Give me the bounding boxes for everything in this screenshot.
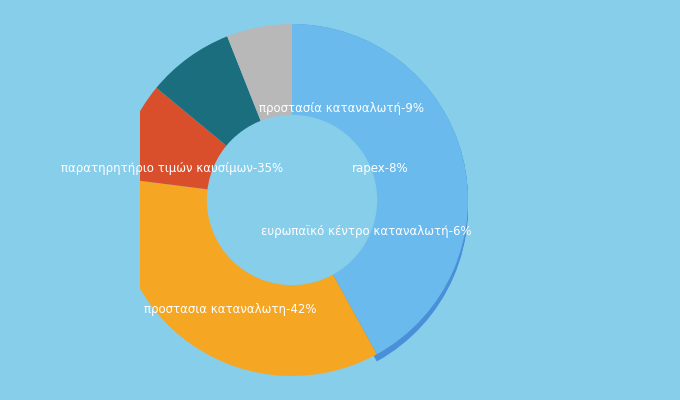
Text: ευρωπαϊκό κέντρο καταναλωτή-6%: ευρωπαϊκό κέντρο καταναλωτή-6%: [260, 225, 471, 238]
Wedge shape: [292, 26, 468, 356]
Text: προστασία καταναλωτή-9%: προστασία καταναλωτή-9%: [259, 102, 424, 115]
Wedge shape: [292, 24, 468, 354]
Text: rapex-8%: rapex-8%: [352, 162, 408, 175]
Wedge shape: [116, 178, 377, 376]
Wedge shape: [156, 36, 261, 146]
Wedge shape: [292, 28, 468, 358]
Wedge shape: [118, 88, 227, 190]
Wedge shape: [292, 31, 468, 362]
Wedge shape: [292, 30, 468, 360]
Wedge shape: [227, 24, 292, 122]
Wedge shape: [292, 27, 468, 357]
Text: προστασια καταναλωτη-42%: προστασια καταναλωτη-42%: [144, 303, 317, 316]
Circle shape: [207, 116, 377, 284]
Text: παρατηρητήριο τιμών καυσίμων-35%: παρατηρητήριο τιμών καυσίμων-35%: [61, 162, 284, 175]
Wedge shape: [292, 29, 468, 359]
Wedge shape: [292, 25, 468, 355]
Wedge shape: [292, 24, 468, 354]
